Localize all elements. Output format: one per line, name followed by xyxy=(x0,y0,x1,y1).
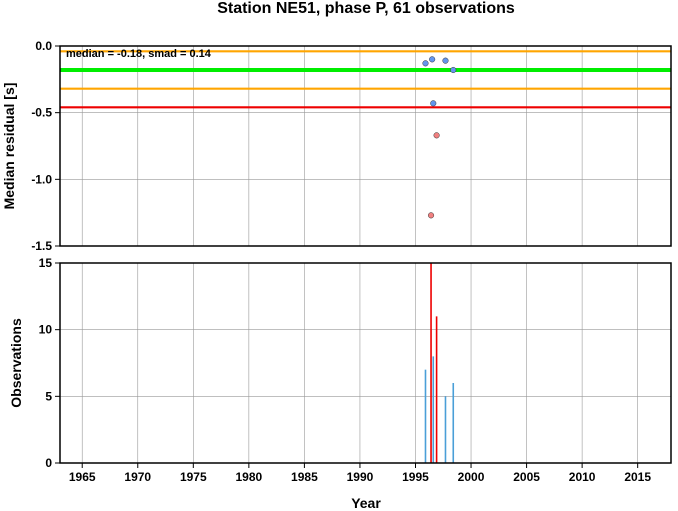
residual-plot-area xyxy=(60,46,671,246)
x-tick-label: 2000 xyxy=(458,470,485,484)
residual-y-ticks: 0.0 -0.5 -1.0 -1.5 xyxy=(31,39,60,253)
x-tick-label: 1980 xyxy=(236,470,263,484)
y-tick-label: 10 xyxy=(39,323,53,337)
observations-panel: 0 5 10 15 1965 1970 1975 1980 1985 1990 1995 2000 2… xyxy=(8,256,672,511)
reference-lines xyxy=(60,50,671,109)
y-tick-label: 0 xyxy=(45,456,52,470)
y-tick-label: -1.0 xyxy=(31,172,52,186)
year-x-axis-label: Year xyxy=(351,495,381,511)
data-point xyxy=(422,60,429,67)
data-point xyxy=(450,66,457,74)
data-point xyxy=(427,212,435,219)
observations-plot-area xyxy=(60,263,671,463)
observations-frame xyxy=(59,262,672,464)
residual-frame xyxy=(59,45,672,247)
x-tick-label: 1970 xyxy=(124,470,151,484)
x-tick-label: 1965 xyxy=(69,470,96,484)
data-point xyxy=(429,56,436,63)
residual-y-axis-label: Median residual [s] xyxy=(1,83,17,210)
median-smad-annotation: median = -0.18, smad = 0.14 xyxy=(66,48,212,60)
observations-y-axis-label: Observations xyxy=(8,318,24,408)
x-tick-label: 1990 xyxy=(347,470,374,484)
y-tick-label: 0.0 xyxy=(35,39,52,53)
y-tick-label: 5 xyxy=(45,389,52,403)
x-tick-label: 1975 xyxy=(180,470,207,484)
x-tick-label: 2005 xyxy=(513,470,540,484)
y-tick-label: 15 xyxy=(39,256,53,270)
observations-y-ticks: 0 5 10 15 xyxy=(39,256,60,470)
chart-title: Station NE51, phase P, 61 observations xyxy=(217,0,515,17)
x-tick-label: 1995 xyxy=(402,470,429,484)
residual-points xyxy=(422,56,457,219)
y-tick-label: -1.5 xyxy=(31,239,52,253)
observation-bars xyxy=(424,263,455,463)
year-x-ticks: 1965 1970 1975 1980 1985 1990 1995 2000 2005 2010… xyxy=(69,463,651,484)
x-tick-label: 2010 xyxy=(569,470,596,484)
data-point xyxy=(433,132,440,139)
data-point xyxy=(430,100,437,107)
x-tick-label: 1985 xyxy=(291,470,318,484)
x-tick-label: 2015 xyxy=(624,470,651,484)
y-tick-label: -0.5 xyxy=(31,106,52,120)
residual-panel: median = -0.18, smad = 0.14 0.0 -0.5 -1.0 -… xyxy=(1,39,672,253)
data-point xyxy=(442,57,449,64)
